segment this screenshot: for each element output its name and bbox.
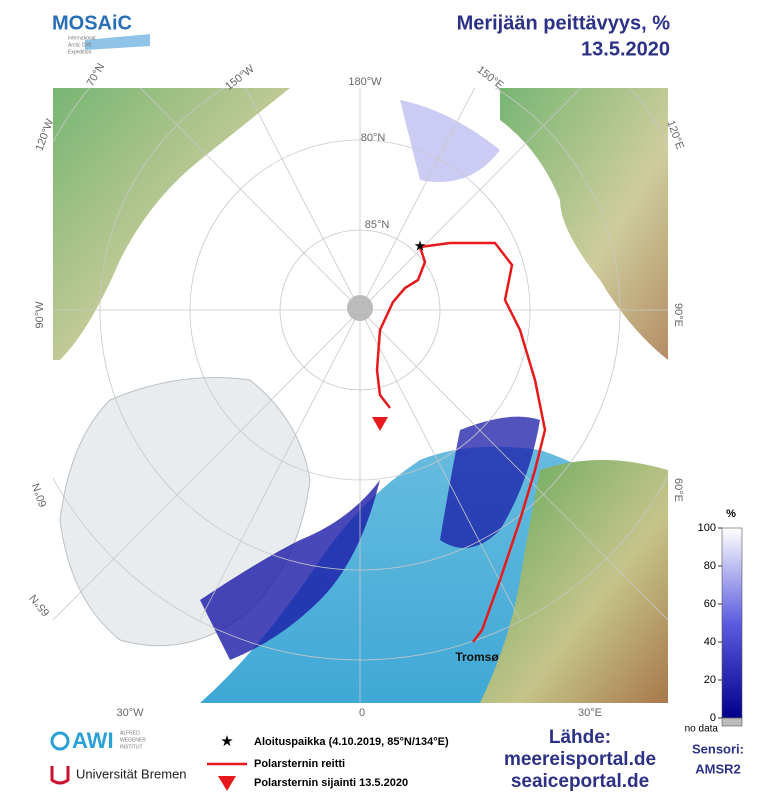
land-canada: [53, 88, 290, 360]
ice-edge: [440, 416, 540, 548]
logo-subtitle: International: [68, 35, 96, 41]
start-star: ★: [414, 238, 427, 254]
source-site: meereisportal.de: [504, 749, 656, 770]
graticule-label: 0: [359, 707, 365, 719]
legend-label: Aloituspaikka (4.10.2019, 85°N/134°E): [254, 736, 449, 748]
colorbar: % no data 0 20 40 60 80 100: [685, 508, 743, 735]
awi-text: AWI: [72, 728, 114, 753]
legend: ★ Aloituspaikka (4.10.2019, 85°N/134°E) …: [207, 733, 449, 791]
no-data-label: no data: [685, 724, 719, 735]
bremen-icon: [50, 766, 70, 785]
colorbar-tick-label: 80: [704, 560, 716, 572]
title: Merijään peittävyys, %: [457, 12, 671, 34]
bremen-logo: Universität Bremen: [50, 766, 187, 785]
graticule-label: 150°E: [475, 64, 506, 92]
date: 13.5.2020: [581, 38, 670, 60]
sensor-name: AMSR2: [695, 761, 741, 776]
graticule-label: 90°E: [672, 303, 684, 327]
logo-ship: [85, 34, 150, 50]
logo-subtitle: Expedition: [68, 49, 92, 55]
colorbar-tick-label: 0: [710, 712, 716, 724]
route: [419, 241, 547, 643]
graticule-label: 90°W: [34, 301, 46, 329]
graticule-label: 80°N: [361, 132, 386, 144]
mosaic-logo: MOSAiC International Arctic Drift Expedi…: [52, 12, 150, 55]
place-label: Tromsø: [455, 650, 499, 664]
ice-reduced: [400, 100, 500, 182]
logo-subtitle: Arctic Drift: [68, 42, 92, 48]
graticule-label: 85°N: [365, 219, 390, 231]
colorbar-tick-label: 40: [704, 636, 716, 648]
colorbar-tick-label: 20: [704, 674, 716, 686]
legend-star: ★: [220, 733, 233, 750]
logo-text: MOSAiC: [52, 12, 132, 34]
legend-triangle: [218, 776, 236, 791]
source-heading: Lähde:: [549, 727, 611, 748]
awi-icon: [50, 731, 70, 751]
pole-hole: [347, 295, 373, 321]
awi-name: WEGENER: [120, 737, 146, 743]
awi-name: INSTITUT: [120, 744, 143, 750]
graticule-label: 180°W: [348, 76, 382, 88]
graticule-label: 70°N: [85, 61, 108, 88]
land-scandinavia: [480, 460, 668, 703]
no-data-swatch: [721, 717, 743, 727]
position-marker: [372, 417, 388, 431]
route: [375, 246, 427, 409]
graticule-label: 60°E: [672, 478, 684, 502]
bremen-text: Universität Bremen: [76, 766, 187, 781]
sensor-heading: Sensori:: [692, 741, 744, 756]
graticule-label: 30°E: [578, 707, 602, 719]
awi-name: ALFRED: [120, 730, 140, 736]
graticule-label: 30°W: [116, 707, 144, 719]
legend-label: Polarsternin reitti: [254, 758, 345, 770]
legend-label: Polarsternin sijainti 13.5.2020: [254, 777, 408, 789]
source-site: seaiceportal.de: [511, 771, 649, 792]
map: ★ Tromsø: [53, 88, 668, 703]
colorbar-scale: [721, 527, 743, 719]
colorbar-tick-label: 100: [698, 522, 716, 534]
colorbar-unit: %: [726, 508, 736, 520]
awi-logo: AWI ALFRED WEGENER INSTITUT: [50, 728, 146, 753]
graticule-label: 60°N: [30, 481, 50, 508]
land-siberia: [500, 88, 668, 360]
ice-edge: [200, 480, 380, 660]
graticule-label: 65°N: [27, 592, 52, 619]
colorbar-tick-label: 60: [704, 598, 716, 610]
